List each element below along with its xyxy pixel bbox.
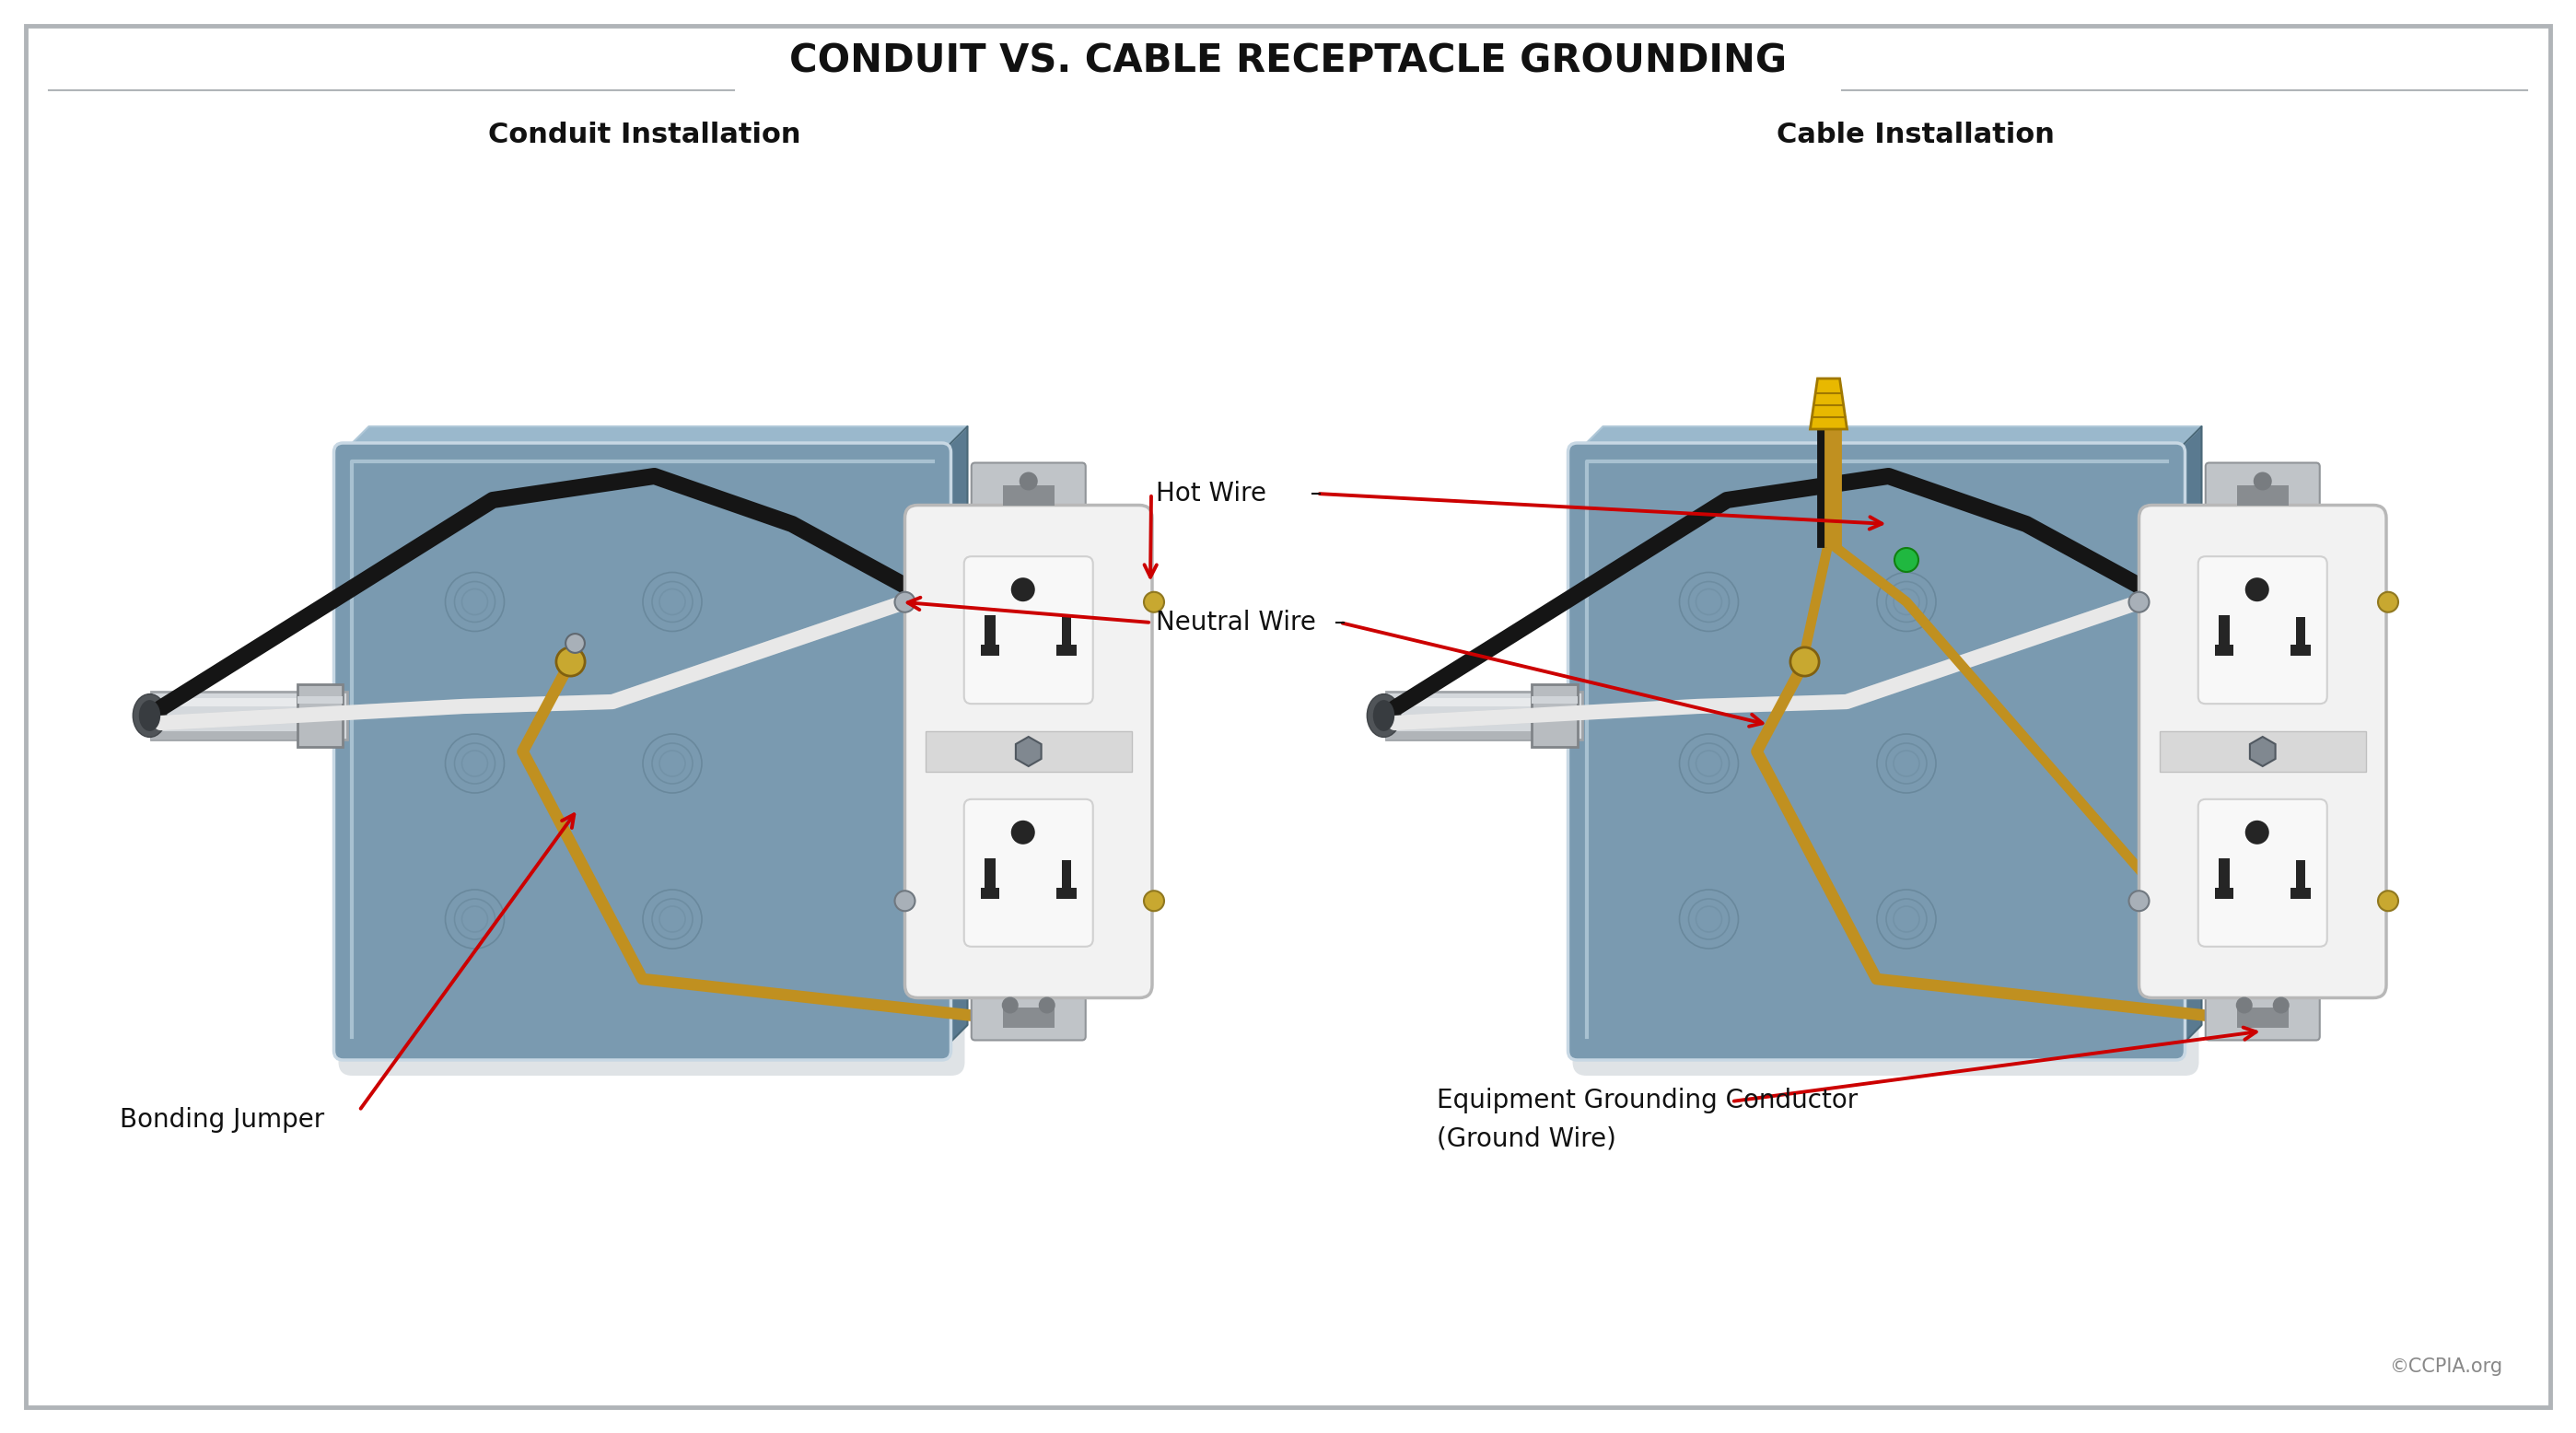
Bar bbox=[981, 645, 999, 656]
Circle shape bbox=[2378, 891, 2398, 911]
Bar bbox=[1533, 685, 1577, 747]
Bar bbox=[1056, 645, 1077, 656]
Bar bbox=[1386, 731, 1577, 739]
Circle shape bbox=[1038, 997, 1056, 1013]
Circle shape bbox=[567, 633, 585, 653]
Bar bbox=[2215, 887, 2233, 898]
Circle shape bbox=[2236, 997, 2251, 1013]
FancyBboxPatch shape bbox=[2138, 506, 2385, 997]
Bar bbox=[1386, 698, 1577, 706]
Circle shape bbox=[556, 648, 585, 676]
Bar bbox=[1002, 1007, 1054, 1027]
FancyBboxPatch shape bbox=[1571, 450, 2200, 1076]
Bar bbox=[925, 731, 1131, 772]
Circle shape bbox=[1144, 891, 1164, 911]
FancyBboxPatch shape bbox=[2205, 463, 2321, 519]
Ellipse shape bbox=[1368, 694, 1401, 737]
Bar bbox=[1061, 860, 1072, 890]
Circle shape bbox=[1020, 471, 1038, 490]
Bar bbox=[1061, 618, 1072, 646]
FancyBboxPatch shape bbox=[337, 450, 966, 1076]
FancyBboxPatch shape bbox=[963, 800, 1092, 947]
Polygon shape bbox=[1811, 378, 1847, 428]
FancyBboxPatch shape bbox=[963, 556, 1092, 704]
Bar bbox=[1056, 887, 1077, 898]
Bar bbox=[152, 692, 348, 739]
FancyBboxPatch shape bbox=[335, 443, 951, 1060]
FancyBboxPatch shape bbox=[2197, 800, 2326, 947]
Bar bbox=[152, 698, 343, 706]
Bar bbox=[2290, 887, 2311, 898]
Circle shape bbox=[2128, 891, 2148, 911]
Bar bbox=[984, 615, 994, 646]
Bar bbox=[981, 887, 999, 898]
FancyBboxPatch shape bbox=[904, 506, 1151, 997]
Text: Conduit Installation: Conduit Installation bbox=[489, 122, 801, 148]
Circle shape bbox=[1010, 577, 1036, 602]
Circle shape bbox=[2272, 997, 2290, 1013]
Text: Cable Installation: Cable Installation bbox=[1777, 122, 2056, 148]
Text: CONDUIT VS. CABLE RECEPTACLE GROUNDING: CONDUIT VS. CABLE RECEPTACLE GROUNDING bbox=[788, 42, 1788, 80]
Bar bbox=[2290, 645, 2311, 656]
FancyBboxPatch shape bbox=[971, 984, 1084, 1040]
Circle shape bbox=[894, 592, 914, 612]
Circle shape bbox=[1144, 592, 1164, 612]
Bar bbox=[2236, 484, 2287, 506]
Text: Neutral Wire: Neutral Wire bbox=[1157, 609, 1316, 635]
Polygon shape bbox=[343, 427, 969, 453]
Circle shape bbox=[2246, 577, 2269, 602]
Bar bbox=[1533, 696, 1577, 704]
Circle shape bbox=[2246, 821, 2269, 844]
FancyBboxPatch shape bbox=[971, 463, 1084, 519]
Bar bbox=[2236, 1007, 2287, 1027]
Text: ©CCPIA.org: ©CCPIA.org bbox=[2388, 1357, 2501, 1376]
Bar bbox=[2295, 618, 2306, 646]
Bar bbox=[299, 685, 343, 747]
Circle shape bbox=[894, 891, 914, 911]
FancyBboxPatch shape bbox=[2197, 556, 2326, 704]
Circle shape bbox=[2378, 592, 2398, 612]
Bar bbox=[984, 858, 994, 890]
Polygon shape bbox=[1015, 737, 1041, 767]
Circle shape bbox=[1010, 821, 1036, 844]
Text: Hot Wire: Hot Wire bbox=[1157, 480, 1267, 506]
Circle shape bbox=[2254, 471, 2272, 490]
Polygon shape bbox=[943, 427, 969, 1050]
Polygon shape bbox=[2249, 737, 2275, 767]
Ellipse shape bbox=[139, 699, 160, 731]
Bar bbox=[2215, 645, 2233, 656]
Circle shape bbox=[1790, 648, 1819, 676]
Bar bbox=[1386, 692, 1582, 739]
FancyBboxPatch shape bbox=[2205, 984, 2321, 1040]
Text: Equipment Grounding Conductor
(Ground Wire): Equipment Grounding Conductor (Ground Wi… bbox=[1437, 1088, 1857, 1152]
Polygon shape bbox=[1577, 427, 2202, 453]
Text: Bonding Jumper: Bonding Jumper bbox=[118, 1106, 325, 1132]
Bar bbox=[2218, 858, 2228, 890]
Bar bbox=[2295, 860, 2306, 890]
FancyBboxPatch shape bbox=[1569, 443, 2184, 1060]
Circle shape bbox=[1893, 547, 1919, 572]
Polygon shape bbox=[2177, 427, 2202, 1050]
Bar bbox=[1002, 484, 1054, 506]
Bar bbox=[299, 696, 343, 704]
Bar bbox=[2159, 731, 2365, 772]
Bar bbox=[2218, 615, 2228, 646]
Bar bbox=[152, 731, 343, 739]
Ellipse shape bbox=[1373, 699, 1394, 731]
Circle shape bbox=[1002, 997, 1018, 1013]
Ellipse shape bbox=[134, 694, 167, 737]
Circle shape bbox=[2128, 592, 2148, 612]
